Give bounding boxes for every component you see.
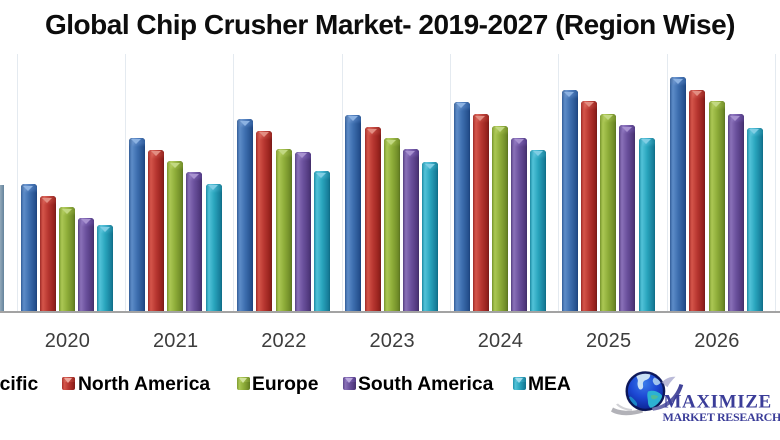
svg-text:MAXIMIZE: MAXIMIZE — [664, 392, 772, 413]
svg-text:MARKET RESEARCH: MARKET RESEARCH — [663, 410, 780, 424]
